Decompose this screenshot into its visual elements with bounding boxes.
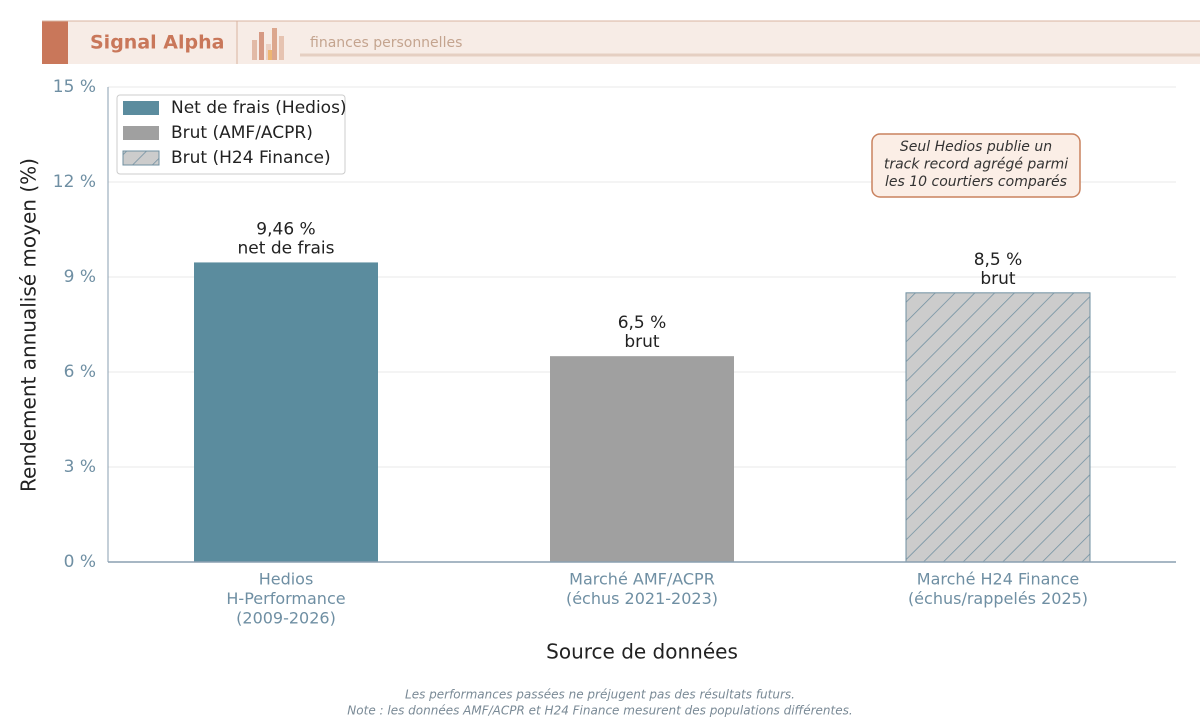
x-tick-label: Marché H24 Finance [917, 570, 1079, 589]
footnote: Les performances passées ne préjugent pa… [405, 688, 795, 702]
header-icon [252, 28, 284, 60]
annotation-text: track record agrégé parmi [884, 157, 1068, 173]
legend-box [116, 94, 346, 175]
value-label: 8,5 % [974, 250, 1023, 270]
x-tick-label: H-Performance [226, 589, 345, 608]
brand: Signal Alpha [90, 32, 224, 54]
legend: Net de frais (Hedios) Brut (AMF/ACPR) Brut… [116, 94, 347, 175]
y-tick-label: 0 % [64, 552, 96, 572]
bar [905, 292, 1091, 563]
legend-label: Brut (AMF/ACPR) [171, 123, 313, 143]
y-tick-label: 9 % [64, 267, 96, 287]
y-tick-label: 15 % [53, 77, 96, 97]
header: Signal Alpha finances personnelles [42, 20, 1200, 64]
y-tick-label: 3 % [64, 457, 96, 477]
value-sublabel: net de frais [238, 238, 335, 258]
footnote: Note : les données AMF/ACPR et H24 Finan… [347, 704, 852, 718]
annotation-box [871, 133, 1081, 198]
y-tick-label: 6 % [64, 362, 96, 382]
header-band [42, 21, 1200, 64]
value-label: 9,46 % [256, 219, 315, 239]
legend-label: Net de frais (Hedios) [171, 98, 347, 118]
annotation-text: les 10 courtiers comparés [885, 174, 1067, 190]
x-tick-label: (2009-2026) [236, 609, 336, 628]
bar [550, 356, 734, 562]
legend-label: Brut (H24 Finance) [171, 148, 331, 168]
value-sublabel: brut [624, 332, 660, 352]
legend-swatch [123, 126, 159, 140]
legend-swatch [122, 150, 160, 166]
tagline: finances personnelles [310, 35, 462, 51]
y-axis-label: Rendement annualisé moyen (%) [17, 158, 41, 492]
y-tick-label: 12 % [53, 172, 96, 192]
header-accent [42, 21, 68, 64]
x-tick-label: Hedios [259, 570, 314, 589]
legend-swatch [123, 101, 159, 115]
x-tick-label: (échus/rappelés 2025) [908, 589, 1088, 608]
value-label: 6,5 % [618, 313, 667, 333]
x-tick-label: (échus 2021-2023) [566, 589, 718, 608]
value-sublabel: brut [980, 269, 1016, 289]
x-axis-label: Source de données [546, 640, 738, 664]
footer: Les performances passées ne préjugent pa… [347, 688, 852, 718]
annotation-text: Seul Hedios publie un [900, 139, 1052, 155]
bar [194, 262, 378, 562]
x-tick-label: Marché AMF/ACPR [569, 570, 715, 589]
